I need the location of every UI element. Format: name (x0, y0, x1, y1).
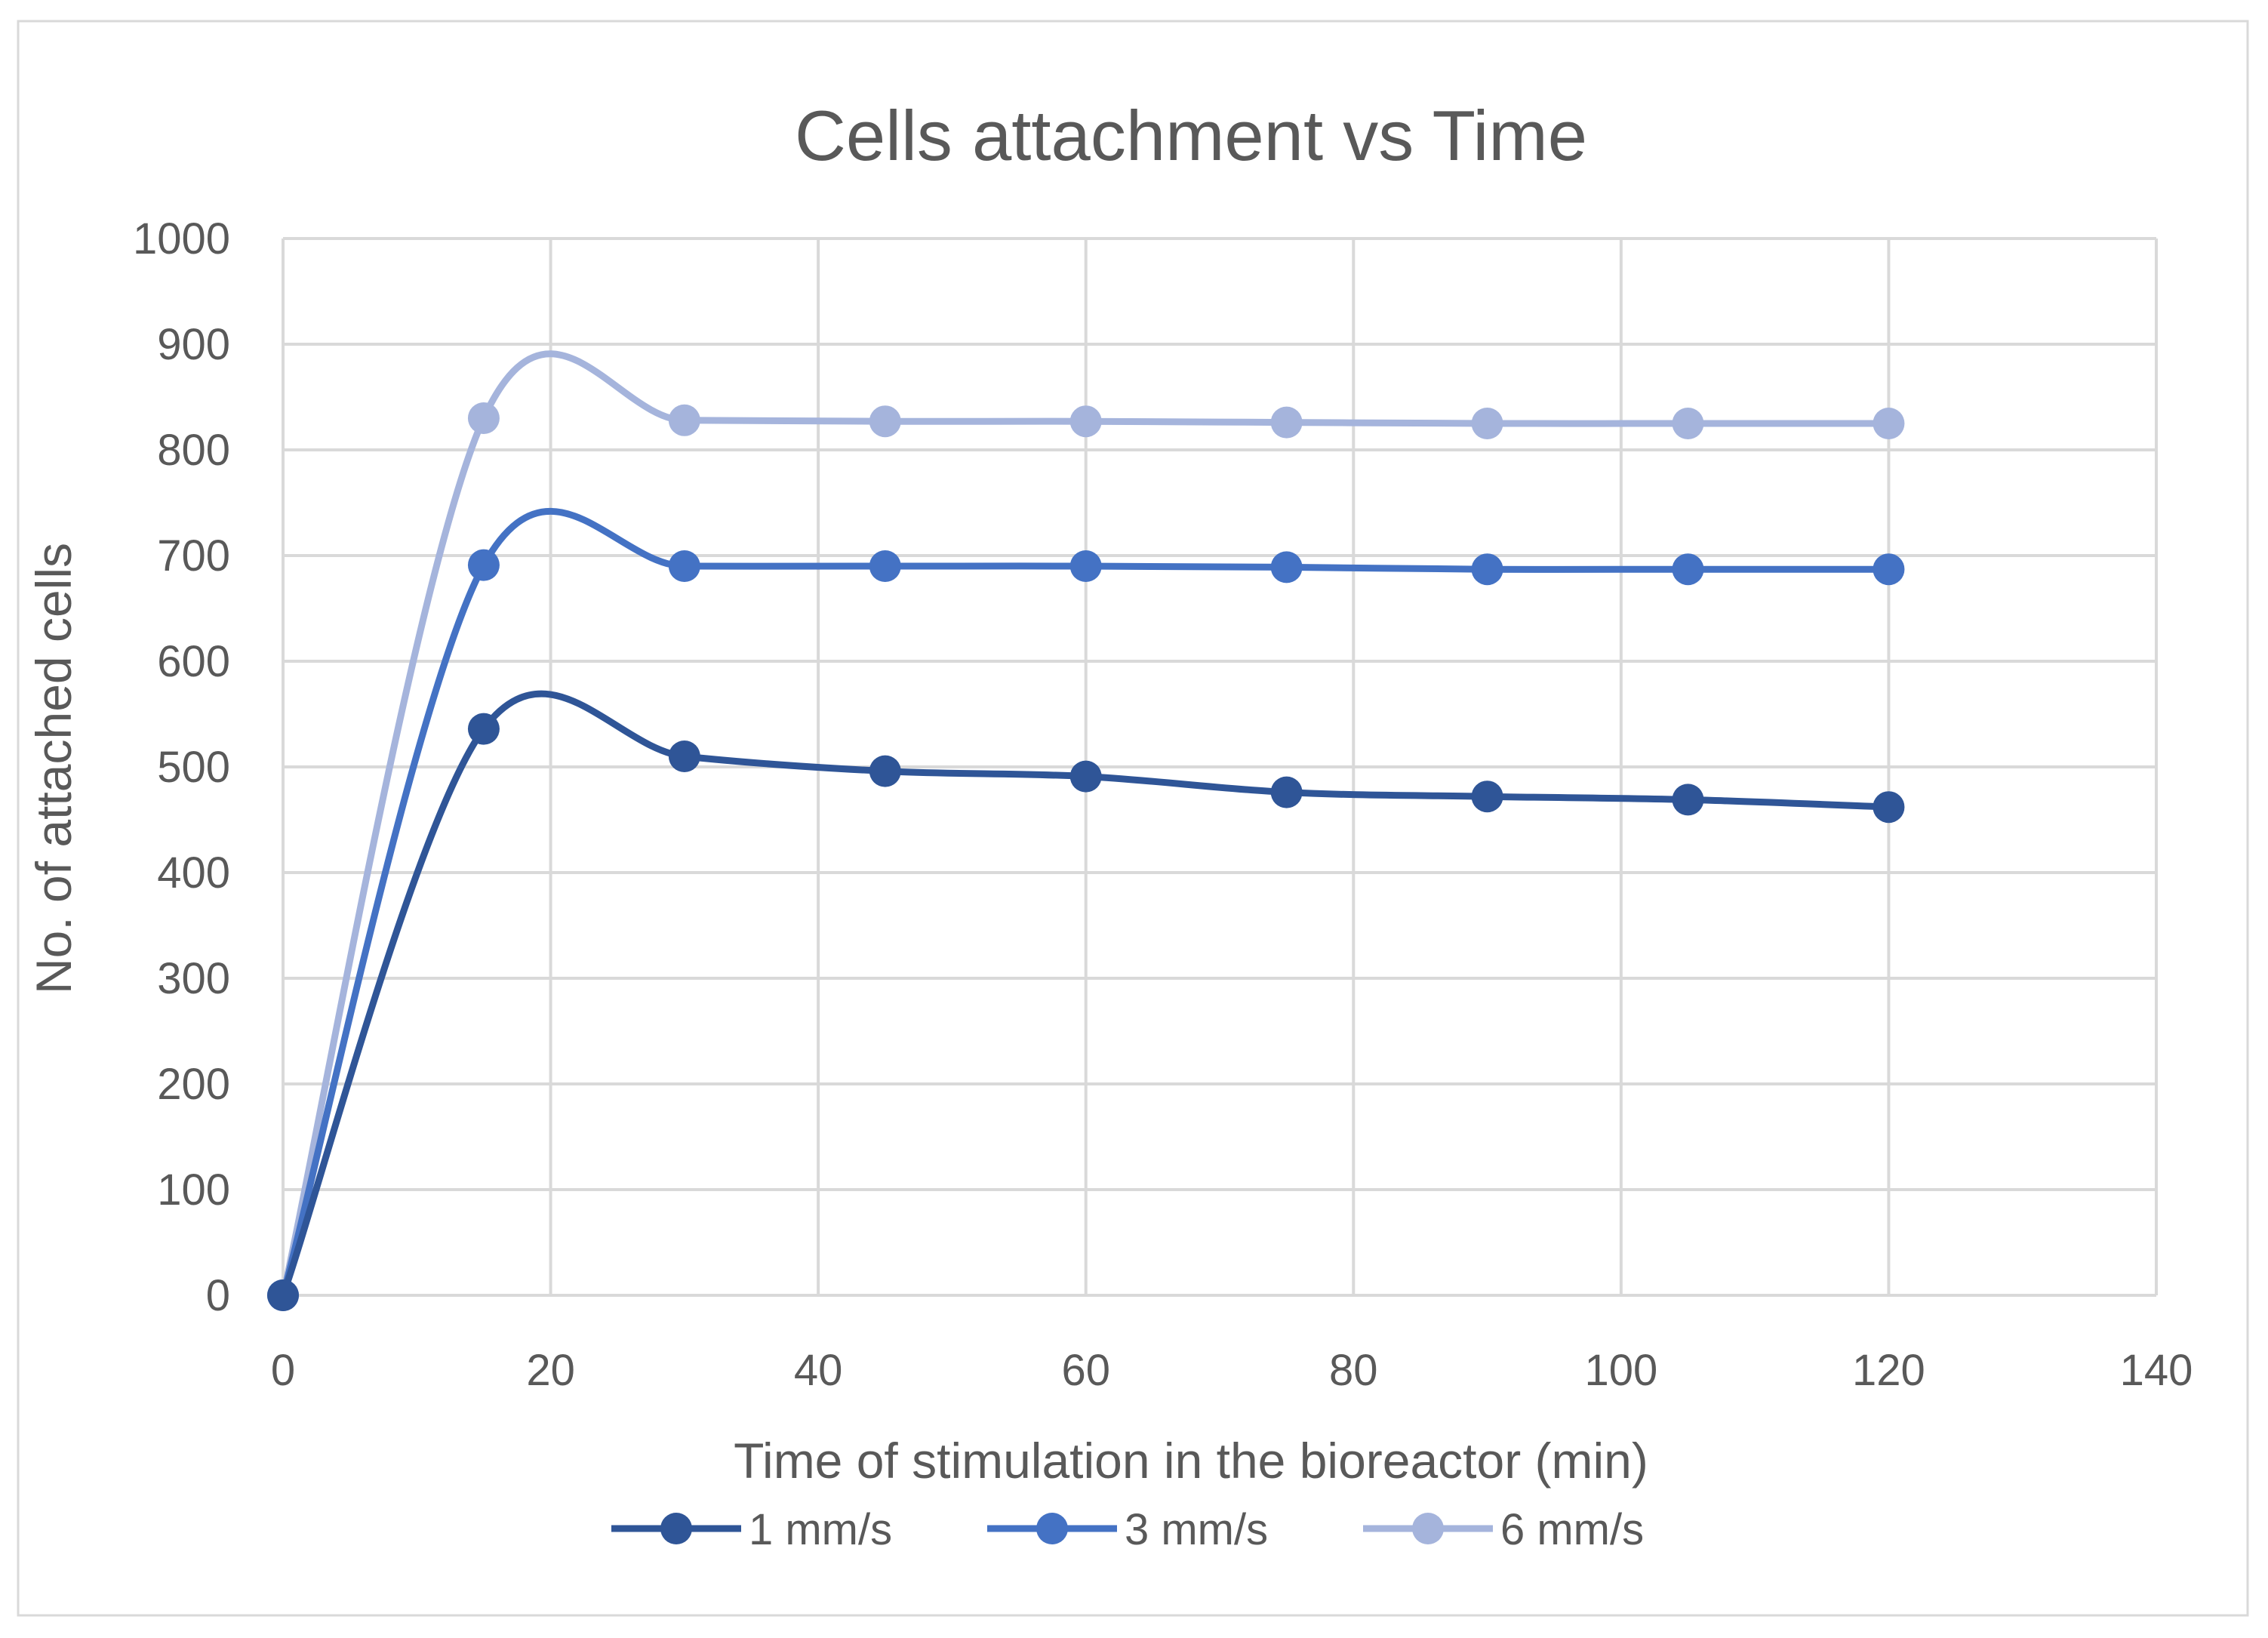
y-tick-label: 100 (157, 1165, 230, 1215)
series-3 (267, 350, 1905, 1311)
y-tick-label: 300 (157, 954, 230, 1003)
series-line (279, 507, 1892, 1299)
x-tick-label: 0 (271, 1346, 295, 1395)
series-line (279, 350, 1892, 1299)
x-tick-label: 100 (1584, 1346, 1657, 1395)
legend-item[interactable]: 3 mm/s (987, 1505, 1268, 1554)
y-tick-label: 1000 (133, 214, 230, 263)
data-point (467, 713, 500, 745)
data-point (869, 405, 901, 438)
data-point (1873, 791, 1905, 824)
data-point (1069, 760, 1102, 793)
chart-border (17, 20, 2249, 1617)
legend-label: 3 mm/s (1125, 1505, 1268, 1554)
data-point (668, 404, 700, 436)
y-axis-label: No. of attached cells (26, 543, 82, 994)
y-tick-label: 500 (157, 743, 230, 792)
data-point (267, 1279, 299, 1311)
y-axis-ticks: 0 100 200 300 400 500 600 700 800 900 1000 (133, 214, 230, 1320)
legend-label: 1 mm/s (749, 1505, 892, 1554)
x-tick-label: 40 (794, 1346, 843, 1395)
x-axis-ticks: 0 20 40 60 80 100 120 140 (271, 1346, 2193, 1395)
chart-title: Cells attachment vs Time (795, 96, 1587, 175)
series-line (279, 690, 1892, 1299)
x-tick-label: 80 (1329, 1346, 1378, 1395)
data-point (1270, 551, 1303, 583)
data-point (1873, 553, 1905, 586)
legend[interactable]: 1 mm/s 3 mm/s 6 mm/s (611, 1505, 1644, 1554)
legend-dot-marker (1412, 1513, 1444, 1544)
x-tick-label: 20 (526, 1346, 575, 1395)
series-lines (267, 350, 1905, 1311)
x-tick-label: 60 (1061, 1346, 1110, 1395)
data-point (1471, 553, 1503, 586)
data-point (668, 550, 700, 582)
data-point (1672, 408, 1704, 439)
y-tick-label: 200 (157, 1060, 230, 1109)
data-point (1672, 553, 1704, 586)
data-point (869, 755, 901, 787)
y-tick-label: 400 (157, 848, 230, 898)
legend-dot-marker (1036, 1513, 1068, 1544)
y-tick-label: 800 (157, 426, 230, 475)
x-axis-label: Time of stimulation in the bioreactor (m… (734, 1433, 1648, 1489)
data-point (1270, 776, 1303, 808)
data-point (1270, 406, 1303, 439)
data-point (1069, 405, 1102, 438)
y-tick-label: 600 (157, 637, 230, 686)
y-tick-label: 0 (206, 1271, 230, 1320)
data-point (1069, 550, 1102, 582)
data-point (1471, 781, 1503, 813)
data-point (1471, 408, 1503, 439)
data-point (467, 549, 500, 581)
legend-item[interactable]: 6 mm/s (1363, 1505, 1644, 1554)
data-point (1672, 784, 1704, 816)
data-point (869, 550, 901, 582)
data-point (467, 402, 500, 434)
legend-dot-marker (660, 1513, 692, 1544)
data-point (1873, 408, 1905, 439)
x-tick-label: 120 (1852, 1346, 1925, 1395)
y-tick-label: 700 (157, 531, 230, 580)
series-1 (267, 690, 1905, 1311)
gridlines (282, 237, 2158, 1297)
legend-item[interactable]: 1 mm/s (611, 1505, 892, 1554)
x-tick-label: 140 (2120, 1346, 2193, 1395)
data-point (668, 740, 700, 772)
y-tick-label: 900 (157, 320, 230, 369)
legend-label: 6 mm/s (1500, 1505, 1644, 1554)
